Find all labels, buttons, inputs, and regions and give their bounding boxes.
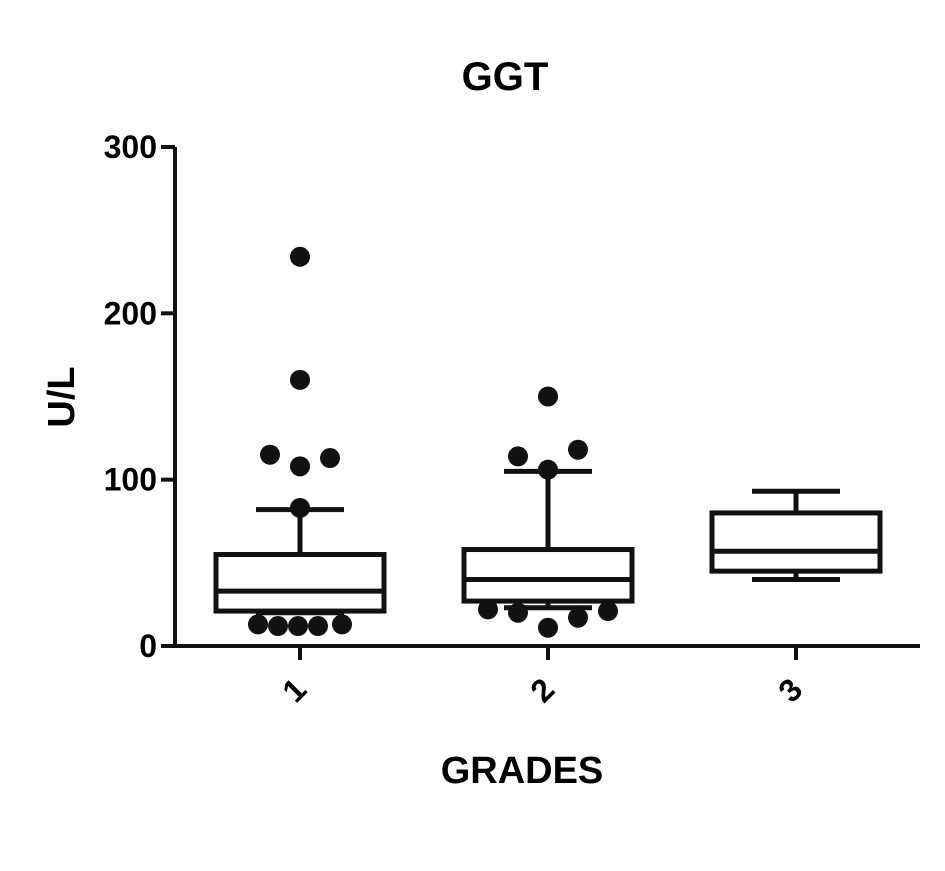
box-iqr: [461, 547, 635, 604]
outlier-point: [320, 448, 340, 469]
plot-area: [213, 246, 883, 638]
x-tick-label: 1: [275, 671, 313, 709]
box-iqr: [213, 552, 387, 614]
y-tick-label: 200: [104, 295, 157, 331]
axes: 0 100 200 300 1 2 3: [104, 129, 920, 709]
box-group-3: [709, 488, 883, 582]
box-group-1: [213, 507, 387, 616]
outlier-point: [268, 616, 288, 637]
y-tick-label: 100: [104, 462, 157, 498]
box-group-2: [461, 468, 635, 611]
outlier-point: [260, 444, 280, 465]
outlier-point: [538, 617, 558, 638]
y-tick-label: 300: [104, 129, 157, 165]
outlier-point: [538, 459, 558, 480]
outlier-point: [508, 446, 528, 467]
outlier-point: [538, 386, 558, 407]
outlier-point: [598, 601, 618, 622]
outlier-point: [290, 369, 310, 390]
x-tick-label: 2: [523, 671, 561, 709]
outlier-point: [332, 614, 352, 635]
box-iqr: [709, 510, 883, 574]
outlier-point: [568, 607, 588, 628]
x-tick-label: 3: [771, 671, 809, 709]
outlier-point: [290, 497, 310, 518]
outlier-point: [308, 616, 328, 637]
outlier-point: [478, 599, 498, 620]
outlier-point: [290, 246, 310, 267]
outlier-point: [288, 616, 308, 637]
y-axis-label: U/L: [41, 366, 83, 427]
chart-title: GGT: [462, 55, 549, 99]
outlier-point: [290, 456, 310, 477]
outlier-point: [248, 614, 268, 635]
x-axis-label: GRADES: [441, 750, 604, 792]
outlier-point: [568, 439, 588, 460]
outlier-point: [508, 602, 528, 623]
y-tick-label: 0: [139, 628, 157, 664]
